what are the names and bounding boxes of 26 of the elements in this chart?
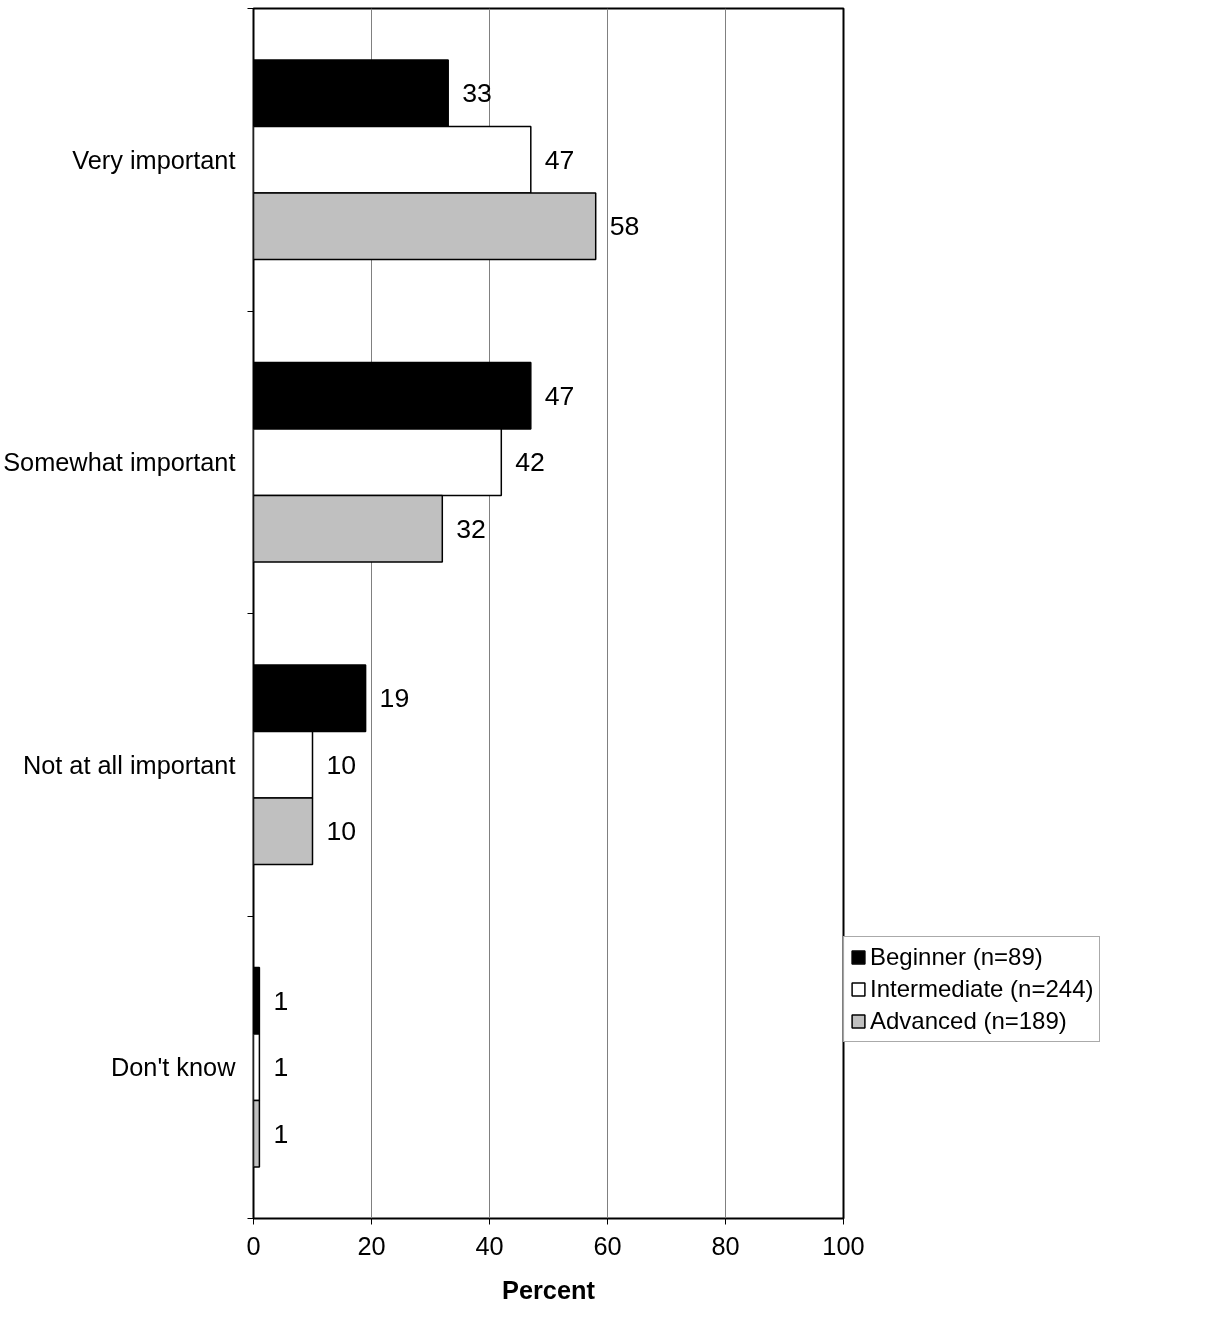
x-tick-label: 20 xyxy=(357,1231,386,1260)
data-label: 1 xyxy=(273,1118,289,1149)
x-tick-label: 60 xyxy=(593,1231,622,1260)
x-tick-label: 80 xyxy=(711,1231,740,1260)
data-label: 58 xyxy=(609,211,640,242)
x-tick-label: 0 xyxy=(246,1231,261,1260)
data-label: 42 xyxy=(515,447,545,478)
x-tick-label: 100 xyxy=(822,1231,865,1260)
data-label: 10 xyxy=(326,816,357,847)
legend-label: Advanced (n=189) xyxy=(870,1007,1067,1035)
data-label: 47 xyxy=(544,380,575,411)
data-label: 33 xyxy=(462,78,492,109)
x-axis-title: Percent xyxy=(502,1275,596,1304)
y-tick-label: Not at all important xyxy=(22,750,236,779)
data-label: 1 xyxy=(273,1052,289,1083)
legend-label: Intermediate (n=244) xyxy=(870,975,1094,1003)
data-label: 10 xyxy=(326,749,357,780)
y-tick-label: Don't know xyxy=(111,1053,237,1082)
data-label: 32 xyxy=(456,513,486,544)
x-tick-label: 40 xyxy=(475,1231,504,1260)
legend-label: Beginner (n=89) xyxy=(870,943,1043,971)
data-label: 1 xyxy=(273,985,289,1016)
y-tick-label: Somewhat important xyxy=(3,448,236,477)
data-label: 19 xyxy=(379,683,410,714)
data-label: 47 xyxy=(544,144,575,175)
y-tick-label: Very important xyxy=(72,145,236,174)
